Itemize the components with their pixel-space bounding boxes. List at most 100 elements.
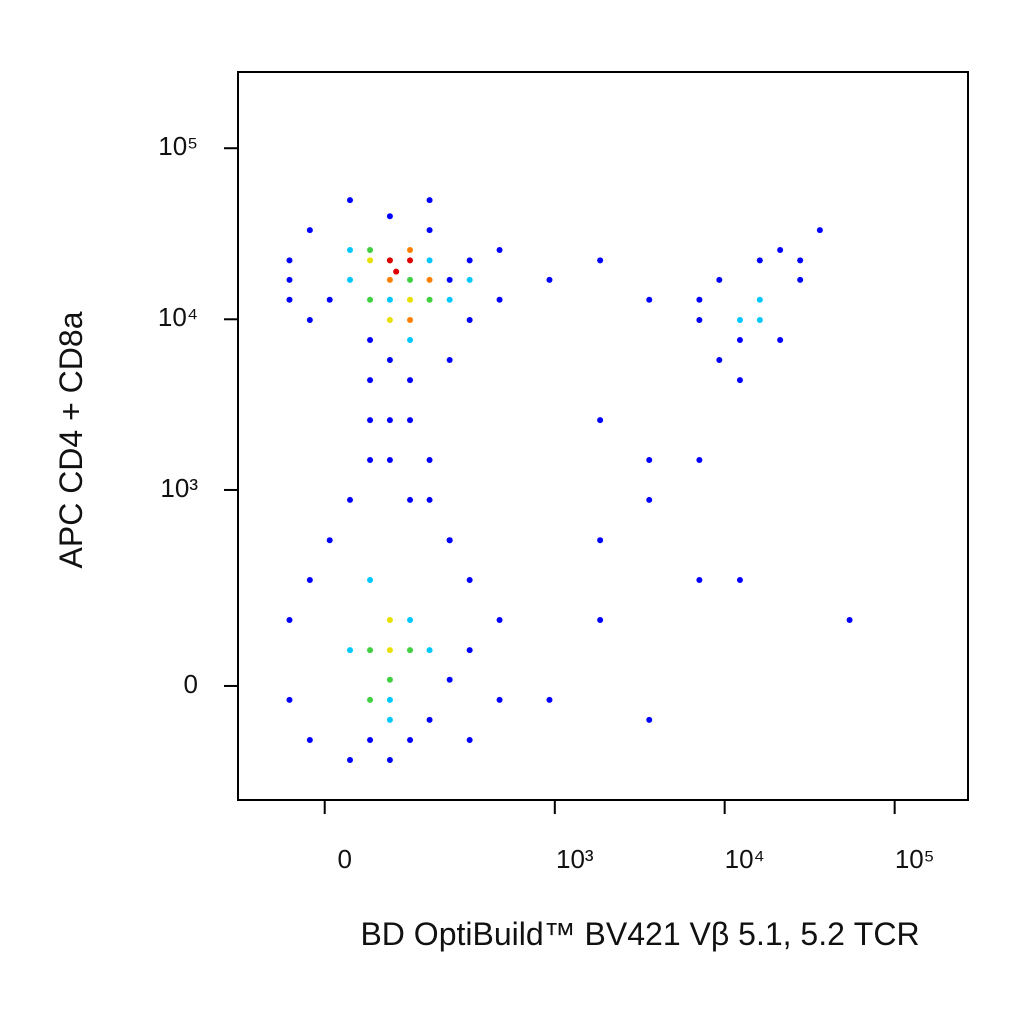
event-dot [306,576,313,583]
event-dot [426,227,433,234]
x-tick-label: 10⁵ [895,844,935,874]
event-dot [367,247,374,254]
event-dot [646,716,653,723]
event-dot [696,317,703,324]
event-dot [716,356,723,363]
event-dot [407,247,414,254]
event-dot [286,696,293,703]
event-dot [367,457,374,464]
x-axis-label: BD OptiBuild™ BV421 Vβ 5.1, 5.2 TCR [360,916,919,952]
event-dot [846,617,853,624]
event-dot [597,417,604,424]
event-dot [407,377,414,384]
event-dot [386,716,393,723]
event-dot [426,257,433,264]
event-dot [496,696,503,703]
x-tick-label: 0 [337,844,351,874]
y-tick-label: 10⁴ [158,302,198,332]
event-dot [716,276,723,283]
event-dot [386,417,393,424]
event-dot [736,336,743,343]
event-dot [496,296,503,303]
event-dot [426,716,433,723]
event-dot [367,737,374,744]
y-tick-label: 10³ [160,473,198,503]
event-dot [386,457,393,464]
event-dot [546,276,553,283]
event-dot [346,496,353,503]
y-tick-label: 0 [184,669,198,699]
event-dot [346,276,353,283]
event-dot [367,576,374,583]
event-dot [646,496,653,503]
x-tick-label: 10³ [556,844,594,874]
event-dot [367,257,374,264]
event-dot [446,537,453,544]
event-dot [386,676,393,683]
event-dot [407,737,414,744]
event-dot [466,576,473,583]
event-dot [407,276,414,283]
event-dot [777,336,784,343]
event-dot [407,317,414,324]
event-dot [426,276,433,283]
event-dot [367,647,374,654]
event-dot [466,737,473,744]
event-dot [736,317,743,324]
event-dot [386,296,393,303]
event-dot [756,257,763,264]
plot-frame [237,71,969,801]
event-dot [446,356,453,363]
event-dot [756,317,763,324]
event-dot [386,276,393,283]
event-dot [367,296,374,303]
event-dot [393,268,400,275]
event-dot [346,647,353,654]
event-dot [386,356,393,363]
event-dot [426,647,433,654]
event-dot [346,756,353,763]
x-tick-label: 10⁴ [725,844,765,874]
event-dot [756,296,763,303]
event-dot [446,276,453,283]
event-dot [367,377,374,384]
event-dot [407,617,414,624]
event-dot [367,417,374,424]
event-dot [496,247,503,254]
event-dot [386,617,393,624]
event-dot [736,377,743,384]
event-dot [466,317,473,324]
event-dot [797,257,804,264]
event-dot [386,756,393,763]
event-dot [306,227,313,234]
y-axis-label: APC CD4 + CD8a [53,311,89,568]
event-dot [696,296,703,303]
event-dot [546,696,553,703]
event-dot [797,276,804,283]
event-dot [306,317,313,324]
event-dot [426,457,433,464]
event-dot [446,296,453,303]
event-dot [466,647,473,654]
event-dot [696,457,703,464]
event-dot [407,417,414,424]
event-dot [597,617,604,624]
event-dot [696,576,703,583]
event-dot [367,336,374,343]
event-dot [407,647,414,654]
event-dot [466,276,473,283]
event-dot [466,257,473,264]
event-dot [386,257,393,264]
event-dot [326,296,333,303]
event-dot [386,213,393,220]
event-dot [426,496,433,503]
event-dot [346,247,353,254]
event-dot [386,317,393,324]
event-dot [326,537,333,544]
event-dot [597,537,604,544]
event-dot [816,227,823,234]
event-dot [286,617,293,624]
event-dot [407,257,414,264]
event-dot [446,676,453,683]
event-dot [346,197,353,204]
